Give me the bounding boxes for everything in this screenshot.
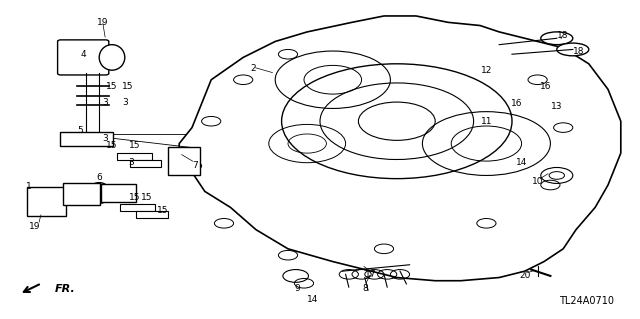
- Text: 15: 15: [141, 193, 153, 202]
- Text: 20: 20: [519, 271, 531, 280]
- Text: 3: 3: [103, 134, 108, 143]
- Text: 3: 3: [129, 158, 134, 167]
- Text: 15: 15: [129, 193, 140, 202]
- Text: 16: 16: [511, 99, 523, 108]
- Text: 19: 19: [29, 222, 41, 231]
- Text: 15: 15: [129, 141, 140, 150]
- Text: FR.: FR.: [54, 284, 75, 294]
- Text: 18: 18: [557, 31, 569, 40]
- Text: 15: 15: [157, 206, 169, 215]
- Text: 18: 18: [573, 47, 585, 56]
- Ellipse shape: [99, 45, 125, 70]
- FancyBboxPatch shape: [120, 204, 155, 211]
- Text: 14: 14: [307, 295, 318, 304]
- FancyBboxPatch shape: [63, 183, 100, 205]
- Text: 2: 2: [250, 64, 255, 73]
- Text: 9: 9: [295, 284, 300, 293]
- Text: 6: 6: [97, 173, 102, 182]
- Text: 3: 3: [122, 98, 127, 107]
- Ellipse shape: [541, 32, 573, 45]
- FancyBboxPatch shape: [27, 187, 66, 216]
- Ellipse shape: [88, 182, 111, 204]
- Text: 7: 7: [193, 161, 198, 170]
- Text: 19: 19: [97, 18, 108, 27]
- Text: 17: 17: [365, 270, 377, 279]
- Text: 12: 12: [481, 66, 492, 75]
- Ellipse shape: [557, 43, 589, 56]
- Text: 15: 15: [106, 82, 118, 91]
- Text: 15: 15: [122, 82, 134, 91]
- Text: 14: 14: [516, 158, 527, 167]
- Text: 15: 15: [106, 141, 118, 150]
- Text: 4: 4: [81, 50, 86, 59]
- Text: 3: 3: [103, 98, 108, 107]
- Text: 5: 5: [77, 126, 83, 135]
- FancyBboxPatch shape: [58, 40, 109, 75]
- Text: 13: 13: [551, 102, 563, 111]
- FancyBboxPatch shape: [117, 153, 152, 160]
- Text: TL24A0710: TL24A0710: [559, 296, 614, 306]
- Text: 11: 11: [481, 117, 492, 126]
- FancyBboxPatch shape: [101, 184, 136, 202]
- Text: 8: 8: [362, 284, 367, 293]
- Text: 1: 1: [26, 182, 31, 191]
- Text: 16: 16: [540, 82, 552, 91]
- Text: 10: 10: [532, 177, 543, 186]
- FancyBboxPatch shape: [60, 132, 113, 146]
- FancyBboxPatch shape: [168, 147, 200, 175]
- FancyBboxPatch shape: [136, 211, 168, 218]
- FancyBboxPatch shape: [130, 160, 161, 167]
